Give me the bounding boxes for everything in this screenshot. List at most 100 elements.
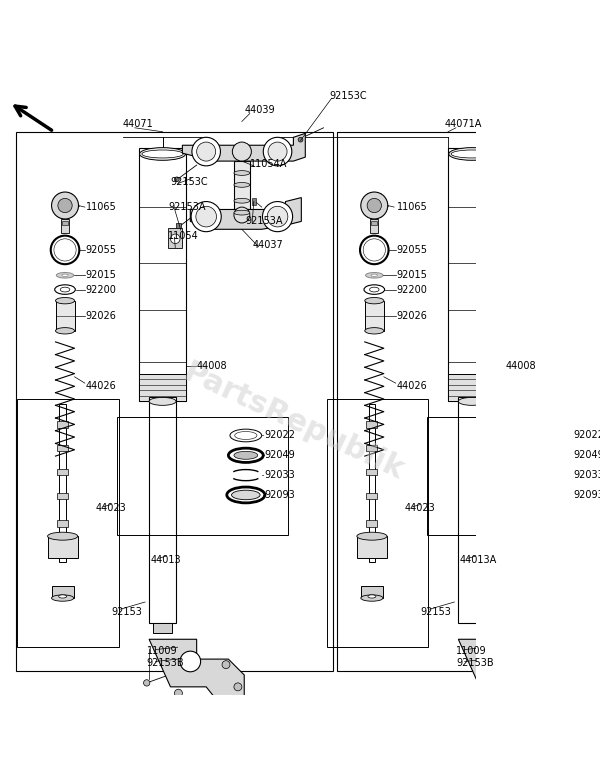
Text: 11054A: 11054A — [250, 160, 287, 169]
Circle shape — [263, 137, 292, 166]
Text: 44023: 44023 — [95, 504, 126, 513]
Ellipse shape — [357, 532, 387, 540]
Circle shape — [52, 192, 79, 219]
Circle shape — [175, 689, 182, 698]
Polygon shape — [458, 639, 554, 707]
Circle shape — [234, 683, 242, 691]
Ellipse shape — [234, 170, 250, 175]
Bar — [139, 374, 187, 401]
Bar — [448, 374, 496, 401]
Ellipse shape — [52, 595, 74, 601]
Ellipse shape — [361, 595, 383, 601]
Circle shape — [191, 202, 221, 232]
Circle shape — [262, 202, 293, 232]
Bar — [61, 219, 69, 233]
Bar — [357, 536, 387, 559]
Bar — [371, 222, 377, 226]
Bar — [367, 493, 377, 499]
Ellipse shape — [451, 150, 493, 158]
Bar — [17, 399, 119, 647]
Text: 92153B: 92153B — [147, 658, 184, 668]
Circle shape — [267, 206, 288, 227]
Bar — [57, 421, 68, 428]
Text: 44026: 44026 — [86, 381, 116, 391]
Text: 44071A: 44071A — [444, 119, 481, 129]
Circle shape — [367, 198, 382, 212]
Text: 92093: 92093 — [574, 490, 600, 500]
Ellipse shape — [56, 273, 74, 278]
Text: 44008: 44008 — [506, 360, 536, 370]
Ellipse shape — [365, 273, 383, 278]
Bar — [370, 219, 378, 233]
Ellipse shape — [371, 274, 377, 277]
Text: 44037: 44037 — [252, 240, 283, 250]
Text: 92022: 92022 — [574, 430, 600, 440]
Bar — [118, 417, 288, 535]
Bar — [367, 469, 377, 475]
Ellipse shape — [368, 595, 376, 598]
Ellipse shape — [234, 451, 258, 460]
Circle shape — [484, 706, 493, 715]
Text: 92015: 92015 — [397, 270, 427, 281]
Ellipse shape — [458, 398, 485, 405]
Ellipse shape — [234, 183, 250, 188]
Bar — [369, 404, 375, 563]
Circle shape — [234, 207, 250, 223]
Bar — [16, 132, 333, 671]
Ellipse shape — [56, 298, 74, 304]
Ellipse shape — [47, 532, 78, 540]
Ellipse shape — [142, 150, 183, 158]
Text: 92049: 92049 — [264, 450, 295, 460]
Bar — [52, 586, 74, 598]
Ellipse shape — [365, 298, 384, 304]
Bar — [427, 417, 597, 535]
Bar — [153, 623, 172, 633]
Circle shape — [58, 198, 72, 212]
Ellipse shape — [234, 210, 250, 215]
Circle shape — [196, 206, 217, 227]
Polygon shape — [149, 639, 244, 707]
Text: 92022: 92022 — [264, 430, 295, 440]
Text: 92093: 92093 — [264, 490, 295, 500]
Text: 92055: 92055 — [397, 245, 427, 255]
Circle shape — [170, 234, 180, 243]
Text: 92033: 92033 — [574, 470, 600, 480]
Circle shape — [222, 660, 230, 669]
Circle shape — [543, 683, 551, 691]
Text: 11009: 11009 — [456, 646, 487, 656]
Text: 92153C: 92153C — [170, 177, 208, 187]
Text: 44008: 44008 — [197, 360, 227, 370]
Bar — [57, 493, 68, 499]
Text: 11054: 11054 — [168, 231, 199, 241]
Ellipse shape — [365, 328, 384, 334]
Bar — [458, 398, 485, 623]
Ellipse shape — [232, 491, 260, 500]
Text: 44013: 44013 — [151, 555, 181, 565]
Ellipse shape — [140, 147, 185, 160]
Circle shape — [143, 680, 150, 686]
Text: 92026: 92026 — [397, 311, 427, 321]
Text: 92153: 92153 — [420, 607, 451, 617]
Text: 44013A: 44013A — [460, 555, 497, 565]
Text: 11065: 11065 — [86, 202, 116, 212]
Bar — [149, 398, 176, 623]
Ellipse shape — [149, 398, 176, 405]
Circle shape — [298, 137, 303, 142]
Text: 92153A: 92153A — [246, 216, 283, 226]
Bar — [57, 445, 68, 451]
Text: 92026: 92026 — [86, 311, 116, 321]
Bar — [327, 399, 428, 647]
Bar — [367, 445, 377, 451]
Bar — [47, 536, 78, 559]
Bar — [139, 147, 187, 401]
Circle shape — [531, 660, 539, 669]
Bar — [367, 520, 377, 527]
Bar — [57, 469, 68, 475]
Circle shape — [197, 142, 215, 161]
Text: 92153: 92153 — [111, 607, 142, 617]
Bar — [448, 147, 496, 401]
Bar — [252, 198, 256, 205]
Text: 44026: 44026 — [397, 381, 427, 391]
Text: 44039: 44039 — [244, 105, 275, 115]
Ellipse shape — [59, 595, 67, 598]
